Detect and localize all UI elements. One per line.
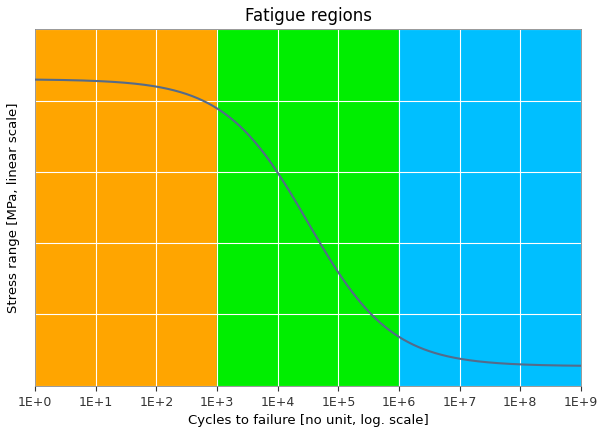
- Y-axis label: Stress range [MPa, linear scale]: Stress range [MPa, linear scale]: [7, 102, 20, 313]
- Bar: [217, 29, 399, 386]
- Title: Fatigue regions: Fatigue regions: [244, 7, 371, 25]
- Bar: [35, 29, 217, 386]
- X-axis label: Cycles to failure [no unit, log. scale]: Cycles to failure [no unit, log. scale]: [188, 414, 428, 427]
